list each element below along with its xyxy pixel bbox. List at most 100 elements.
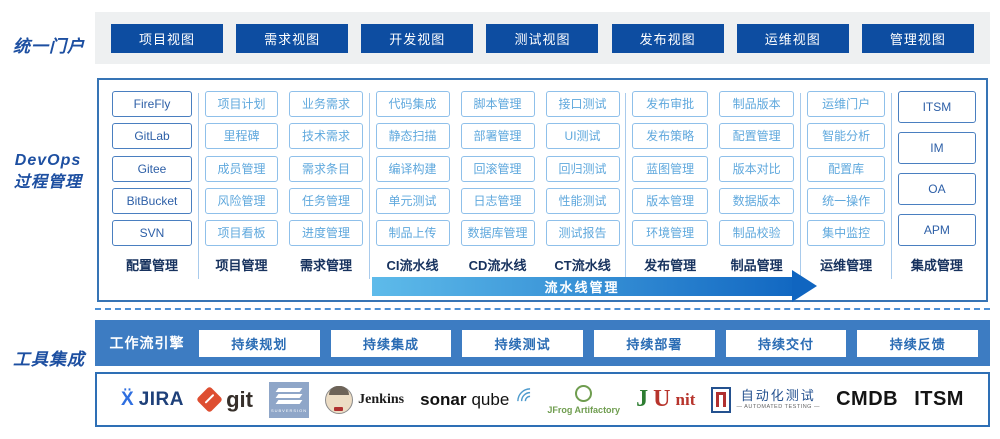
module-item[interactable]: UI测试	[545, 123, 620, 150]
devops-process-box: FireFly GitLab Gitee BitBucket SVN 配置管理 项目计划里程…	[97, 78, 988, 302]
module-item[interactable]: 项目看板	[204, 220, 279, 246]
git-text: git	[226, 386, 253, 412]
portal-view-button[interactable]: 测试视图	[486, 23, 599, 53]
module-item[interactable]: 需求条目	[289, 155, 363, 182]
workflow-stage-button[interactable]: 持续交付	[725, 329, 847, 357]
module-item[interactable]: 技术需求	[289, 123, 363, 150]
module-item[interactable]: 部署管理	[460, 123, 535, 150]
module-item[interactable]: 测试报告	[545, 220, 620, 246]
jfrog-text: JFrog Artifactory	[547, 404, 621, 415]
module-item[interactable]: APM	[897, 214, 976, 246]
junit-u: U	[653, 386, 671, 412]
module-item[interactable]: 编译构建	[375, 155, 450, 182]
module-column: 代码集成 静态扫描 编译构建 单元测试 制品上传 CI流水线	[375, 91, 450, 274]
workflow-stage-button[interactable]: 持续集成	[330, 329, 452, 357]
module-item[interactable]: 配置管理	[718, 123, 795, 150]
portal-view-button[interactable]: 运维视图	[736, 23, 849, 53]
itsm-text: ITSM	[914, 388, 964, 410]
module-item[interactable]: 制品校验	[718, 220, 795, 246]
module-item[interactable]: 集中监控	[807, 220, 886, 246]
module-item[interactable]: GitLab	[112, 123, 192, 150]
workflow-stage-button[interactable]: 持续规划	[199, 329, 320, 357]
module-item[interactable]: 接口测试	[545, 91, 620, 117]
section-label-devops-process: DevOps 过程管理	[2, 150, 94, 193]
module-items: 发布审批发布策略蓝图管理版本管理环境管理	[632, 91, 708, 246]
itsm-logo: ITSM	[914, 388, 964, 411]
module-item[interactable]: 环境管理	[632, 220, 708, 246]
workflow-stage-button[interactable]: 持续部署	[594, 329, 715, 357]
module-item[interactable]: 项目计划	[204, 91, 279, 117]
module-item[interactable]: 版本管理	[632, 187, 708, 214]
module-item[interactable]: 单元测试	[375, 187, 450, 214]
portal-view-button[interactable]: 开发视图	[361, 23, 474, 53]
workflow-stage-button[interactable]: 持续反馈	[857, 329, 979, 357]
module-items: ITSM IM OA APM	[897, 91, 976, 246]
module-item[interactable]: 制品上传	[375, 220, 450, 246]
module-item[interactable]: 代码集成	[375, 91, 450, 117]
devops-group: ITSM IM OA APM 集成管理	[897, 91, 976, 274]
module-item[interactable]: 发布策略	[632, 123, 708, 150]
group-title: CT流水线	[554, 258, 611, 273]
jenkins-butler-icon	[325, 385, 354, 414]
module-item[interactable]: BitBucket	[112, 187, 192, 214]
module-item[interactable]: 发布审批	[632, 91, 708, 117]
module-item[interactable]: SVN	[112, 220, 192, 246]
group-divider	[891, 93, 893, 279]
module-item[interactable]: IM	[897, 132, 976, 164]
module-item[interactable]: 成员管理	[204, 155, 279, 182]
module-item[interactable]: 业务需求	[289, 91, 363, 117]
git-logo: git	[196, 386, 253, 413]
module-item[interactable]: OA	[897, 173, 976, 205]
jfrog-artifactory-logo: JFrog Artifactory	[547, 384, 621, 415]
portal-view-button[interactable]: 项目视图	[111, 23, 223, 53]
module-item[interactable]: 回滚管理	[460, 155, 535, 182]
portal-view-button[interactable]: 管理视图	[861, 23, 974, 53]
workflow-stage-button[interactable]: 持续测试	[462, 329, 584, 357]
jenkins-logo: Jenkins	[325, 385, 404, 414]
jira-icon: Ẍ	[121, 389, 134, 410]
section-label-unified-portal: 统一门户	[13, 37, 85, 56]
module-item[interactable]: ITSM	[897, 91, 976, 123]
module-item[interactable]: 日志管理	[460, 187, 535, 214]
module-item[interactable]: FireFly	[112, 91, 192, 117]
pipeline-management-arrow: 流水线管理	[372, 270, 817, 302]
module-item[interactable]: 进度管理	[289, 220, 363, 246]
module-item[interactable]: 统一操作	[807, 187, 886, 214]
module-item[interactable]: 静态扫描	[375, 123, 450, 150]
devops-group: 项目计划里程碑成员管理风险管理项目看板项目管理 业务需求技术需求需求条目任务管理进…	[204, 91, 363, 274]
group-title: 运维管理	[820, 258, 873, 273]
automated-testing-logo: 自动化测试 — AUTOMATED TESTING —	[711, 386, 820, 413]
module-item[interactable]: 任务管理	[289, 187, 363, 214]
module-column: 接口测试 UI测试回归测试性能测试测试报告 CT流水线	[545, 91, 620, 274]
module-column: FireFly GitLab Gitee BitBucket SVN 配置管理	[112, 91, 192, 274]
module-item[interactable]: 脚本管理	[460, 91, 535, 117]
cmdb-text: CMDB	[836, 388, 899, 410]
devops-group: 代码集成 静态扫描 编译构建 单元测试 制品上传 CI流水线 脚本管理 部署管理 回滚管理 日志管…	[375, 91, 620, 274]
group-title: 项目管理	[215, 258, 268, 273]
module-item[interactable]: 版本对比	[718, 155, 795, 182]
junit-nit: nit	[675, 389, 696, 409]
module-item[interactable]: 智能分析	[807, 123, 886, 150]
portal-view-button[interactable]: 发布视图	[611, 23, 724, 53]
devops-group: 运维门户智能分析配置库统一操作集中监控运维管理	[807, 91, 886, 274]
module-item[interactable]: 制品版本	[718, 91, 795, 117]
subversion-icon: SUBVERSION	[269, 381, 310, 418]
module-item[interactable]: 蓝图管理	[632, 155, 708, 182]
module-item[interactable]: 数据库管理	[460, 220, 535, 246]
portal-view-button[interactable]: 需求视图	[236, 23, 349, 53]
git-diamond-icon	[196, 386, 224, 413]
module-items: 接口测试 UI测试回归测试性能测试测试报告	[545, 91, 620, 246]
module-item[interactable]: 数据版本	[718, 187, 795, 214]
module-item[interactable]: 运维门户	[807, 91, 886, 117]
module-item[interactable]: Gitee	[112, 155, 192, 182]
module-item[interactable]: 里程碑	[204, 123, 279, 150]
module-item[interactable]: 风险管理	[204, 187, 279, 214]
module-item[interactable]: 性能测试	[545, 187, 620, 214]
sonarqube-waves-icon	[517, 388, 531, 402]
module-column: 发布审批 发布策略 蓝图管理 版本管理 环境管理 发布管理	[632, 91, 708, 274]
module-item[interactable]: 配置库	[807, 155, 886, 182]
module-items: 制品版本配置管理版本对比数据版本制品校验	[718, 91, 795, 246]
module-item[interactable]: 回归测试	[545, 155, 620, 182]
group-title: 配置管理	[125, 258, 178, 273]
